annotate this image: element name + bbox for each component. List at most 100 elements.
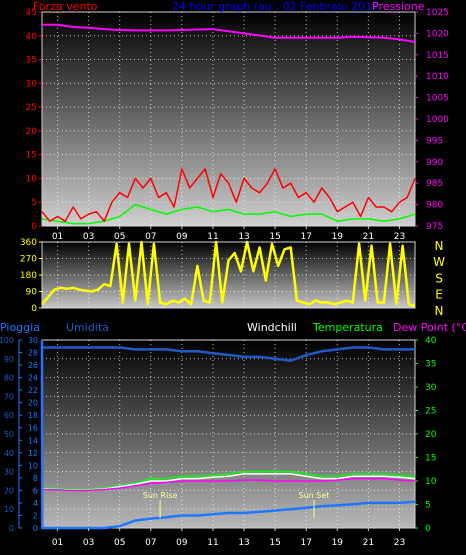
y-tick-label: 5 xyxy=(425,501,431,511)
pressure-axis: 975 980 985 990 995 1000 1005 1010 1015 1020 1025 xyxy=(415,8,449,232)
x-tick-label: 21 xyxy=(363,538,374,548)
y-tick-label: 360 xyxy=(20,238,37,248)
y-tick-label: 0 xyxy=(9,524,14,533)
y-tick-label: 15 xyxy=(26,151,37,161)
x-tick-label: 13 xyxy=(238,232,249,242)
humidity-temperature-plot-area xyxy=(41,339,416,529)
y-tick-label: 1000 xyxy=(426,115,449,125)
y-tick-label: 10 xyxy=(425,477,437,487)
y-tick-label: 990 xyxy=(426,158,443,168)
series-temperatura xyxy=(41,470,416,490)
x-tick-label: 13 xyxy=(238,538,249,548)
x-tick-label: 15 xyxy=(269,232,280,242)
y-tick-label: 15 xyxy=(425,454,436,464)
y-tick-label: 995 xyxy=(426,136,443,146)
y-tick-label: 30 xyxy=(26,79,38,89)
y-tick-label: 20 xyxy=(425,430,437,440)
x-tick-label: 05 xyxy=(114,232,125,242)
x-tick-label: 23 xyxy=(394,538,405,548)
y-tick-label: 60 xyxy=(4,411,14,420)
y-tick-label: 26 xyxy=(28,361,38,370)
pressure-axis-title: Pressione xyxy=(372,0,425,13)
y-tick-label: 20 xyxy=(26,127,38,137)
annotation-label: Sun Set xyxy=(299,491,330,500)
y-tick-label: 975 xyxy=(426,222,443,232)
y-tick-label: 50 xyxy=(4,430,14,439)
y-tick-label: 985 xyxy=(426,179,443,189)
y-tick-label: 40 xyxy=(425,336,437,346)
y-tick-label: 4 xyxy=(33,499,38,508)
x-tick-label: 23 xyxy=(394,232,405,242)
y-tick-label: 100 xyxy=(0,336,14,345)
humidity-temperature-hour-axis: 01 03 05 07 09 11 13 15 17 19 21 23 xyxy=(52,528,405,548)
temperature-axis: 0 5 10 15 20 25 30 35 40 xyxy=(415,336,437,534)
x-tick-label: 01 xyxy=(52,538,63,548)
wind-direction-series xyxy=(41,240,416,308)
x-tick-label: 07 xyxy=(145,538,156,548)
y-tick-label: 1005 xyxy=(426,94,449,104)
x-tick-label: 07 xyxy=(145,232,156,242)
wind-pressure-series xyxy=(41,23,416,225)
y-tick-label: 10 xyxy=(28,461,38,470)
y-tick-label: 18 xyxy=(28,411,38,420)
y-tick-label: 28 xyxy=(28,349,38,358)
y-tick-label: 30 xyxy=(28,336,38,345)
y-tick-label: 16 xyxy=(28,424,38,433)
y-tick-label: 24 xyxy=(28,374,38,383)
y-tick-label: 8 xyxy=(33,474,38,483)
compass-label: S xyxy=(435,271,443,285)
y-tick-label: 22 xyxy=(28,386,38,395)
y-tick-label: 90 xyxy=(4,355,14,364)
y-tick-label: 1020 xyxy=(426,29,449,39)
wind-pressure-hour-axis: 01 03 05 07 09 11 13 15 17 19 21 23 xyxy=(52,226,405,242)
direction-degrees-axis: 0 90 180 270 360 xyxy=(20,238,42,314)
x-tick-label: 17 xyxy=(300,232,311,242)
x-tick-label: 03 xyxy=(83,232,94,242)
y-tick-label: 20 xyxy=(28,399,38,408)
y-tick-label: 90 xyxy=(26,288,38,298)
y-tick-label: 180 xyxy=(20,271,37,281)
sun-annotations: Sun Rise Sun Set xyxy=(143,491,330,518)
y-tick-label: 10 xyxy=(4,505,14,514)
x-tick-label: 01 xyxy=(52,232,63,242)
y-tick-label: 10 xyxy=(26,174,38,184)
wind-speed-axis: 0 5 10 15 20 25 30 35 40 45 xyxy=(26,8,42,232)
x-tick-label: 17 xyxy=(300,538,311,548)
compass-label: N xyxy=(435,239,444,253)
humidity-temperature-grid xyxy=(42,339,415,529)
compass-label: N xyxy=(435,304,444,318)
rain-axis-title: Pioggia xyxy=(0,321,40,334)
y-tick-label: 30 xyxy=(425,383,437,393)
humidity-axis-title: Umidita xyxy=(66,321,109,334)
series-pioggia xyxy=(40,339,416,530)
series-raffica xyxy=(41,168,416,222)
compass-label: E xyxy=(435,288,443,302)
x-tick-label: 19 xyxy=(332,538,344,548)
x-tick-label: 11 xyxy=(207,538,218,548)
y-tick-label: 0 xyxy=(425,524,431,534)
y-tick-label: 5 xyxy=(31,198,37,208)
y-tick-label: 1015 xyxy=(426,51,449,61)
y-tick-label: 80 xyxy=(4,374,14,383)
y-tick-label: 35 xyxy=(26,56,37,66)
y-tick-label: 2 xyxy=(33,511,38,520)
y-tick-label: 12 xyxy=(28,449,38,458)
compass-label: W xyxy=(433,255,445,269)
wind-pressure-plot-area xyxy=(41,11,416,227)
x-tick-label: 21 xyxy=(363,232,374,242)
y-tick-label: 6 xyxy=(33,486,38,495)
series-dew-point xyxy=(41,477,416,492)
y-tick-label: 70 xyxy=(4,392,14,401)
y-tick-label: 40 xyxy=(26,32,38,42)
x-tick-label: 03 xyxy=(83,538,94,548)
y-tick-label: 1025 xyxy=(426,8,449,18)
y-tick-label: 270 xyxy=(20,255,37,265)
humidity-temperature-series xyxy=(40,339,416,530)
windchill-legend: Windchill xyxy=(247,321,297,334)
x-tick-label: 09 xyxy=(176,232,188,242)
